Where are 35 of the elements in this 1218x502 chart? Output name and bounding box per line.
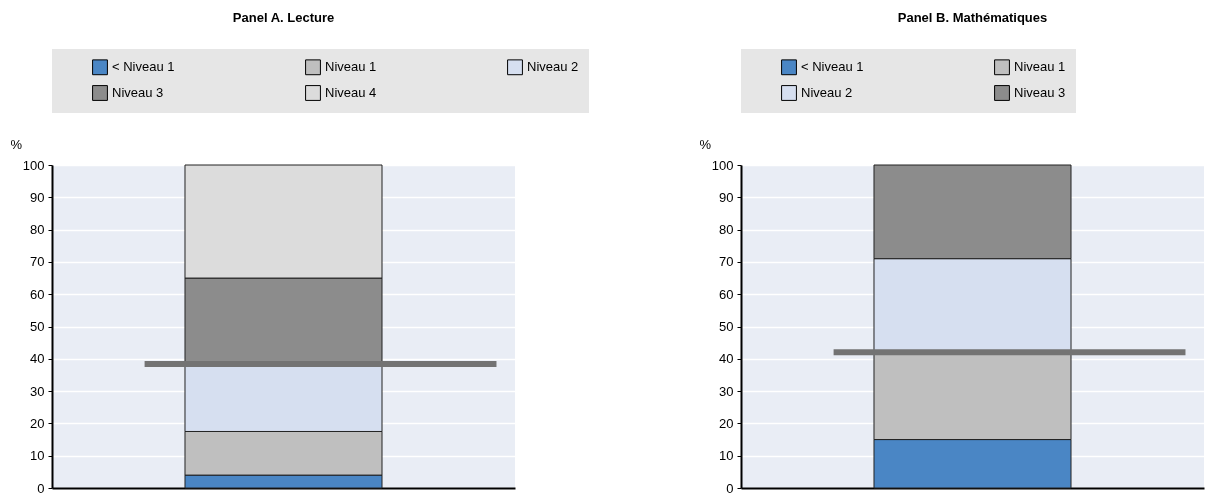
- legend-label: Niveau 3: [112, 85, 164, 100]
- y-tick-label: 20: [30, 415, 45, 431]
- legend-label: < Niveau 1: [801, 59, 864, 75]
- legend-label: < Niveau 1: [112, 59, 175, 75]
- legend-label: Niveau 3: [1014, 85, 1066, 100]
- y-tick-label: 30: [719, 383, 734, 399]
- legend-label: Niveau 1: [325, 59, 377, 75]
- y-tick-label: 100: [22, 157, 45, 173]
- y-axis-title: %: [10, 136, 23, 152]
- legend-label: Niveau 4: [325, 85, 377, 100]
- y-tick-label: 90: [719, 189, 734, 205]
- chart-title: Panel B. Mathématiques: [897, 10, 1048, 25]
- y-tick-label: 0: [726, 480, 734, 496]
- y-tick-label: 80: [719, 222, 734, 238]
- legend-label: Niveau 2: [527, 59, 579, 75]
- y-tick-label: 20: [719, 415, 734, 431]
- y-tick-label: 60: [30, 286, 45, 302]
- y-tick-label: 10: [30, 448, 45, 464]
- y-tick-label: 50: [30, 319, 45, 334]
- y-tick-label: 100: [711, 157, 734, 173]
- chart-title: Panel A. Lecture: [232, 10, 335, 25]
- y-tick-label: 60: [719, 286, 734, 302]
- y-tick-label: 30: [30, 383, 45, 399]
- y-tick-label: 40: [719, 351, 734, 367]
- y-tick-label: 80: [30, 222, 45, 238]
- y-tick-label: 50: [719, 319, 734, 334]
- legend-label: Niveau 2: [801, 85, 853, 100]
- y-tick-label: 90: [30, 189, 45, 205]
- y-tick-label: 40: [30, 351, 45, 367]
- y-tick-label: 10: [719, 448, 734, 464]
- legend-label: Niveau 1: [1014, 59, 1066, 75]
- y-axis-title: %: [699, 136, 712, 152]
- y-tick-label: 70: [30, 254, 45, 270]
- y-tick-label: 0: [37, 480, 45, 496]
- y-tick-label: 70: [719, 254, 734, 270]
